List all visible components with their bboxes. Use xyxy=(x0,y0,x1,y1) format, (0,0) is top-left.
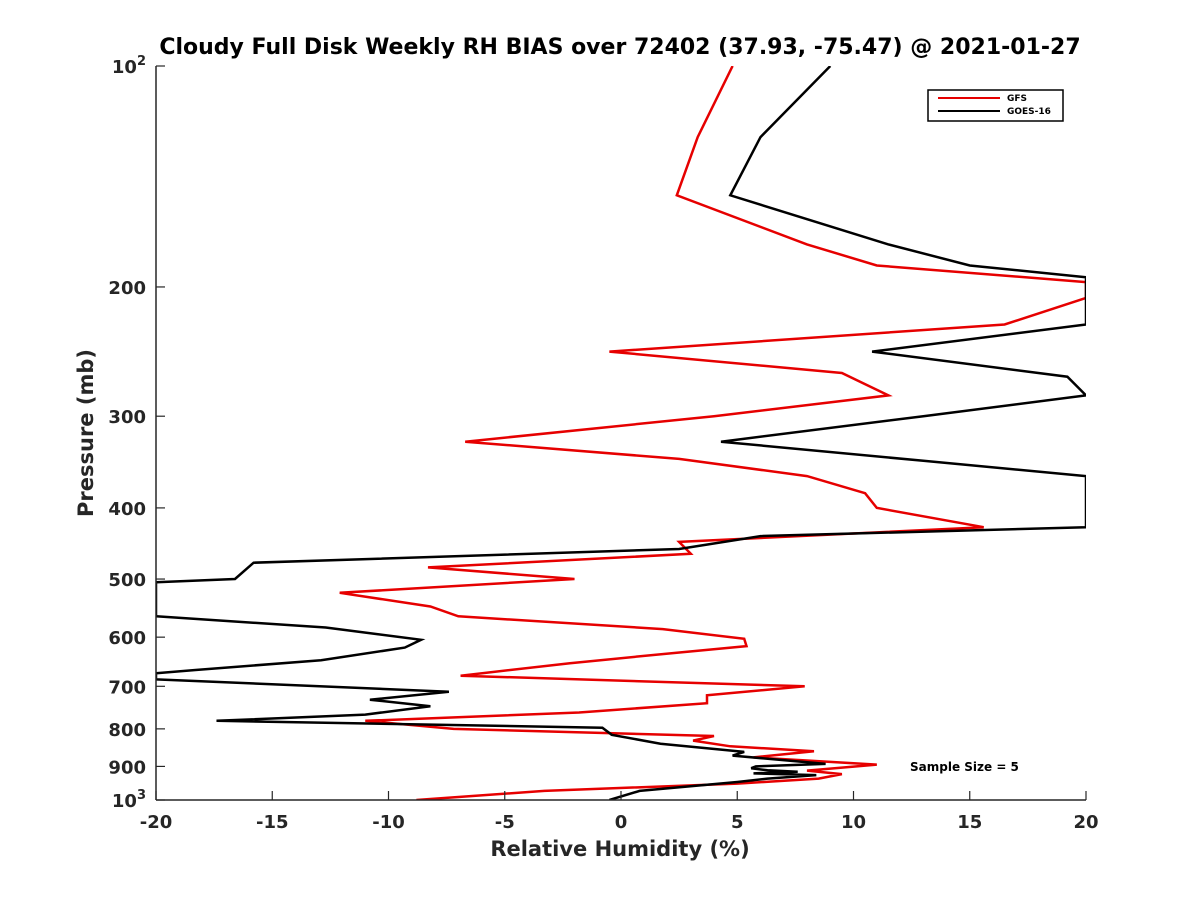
y-tick-label: 400 xyxy=(108,499,146,520)
series-line-gfs xyxy=(339,66,1086,800)
y-tick-label: 102 xyxy=(112,54,146,78)
series-layer xyxy=(156,66,1086,800)
axes-layer: -20 -15 -10 -5 0 5 10 15 20 102 200 300 400 500 600 700… xyxy=(108,54,1098,833)
legend-label-gfs: GFS xyxy=(1007,94,1027,104)
legend-box xyxy=(927,89,1064,122)
x-axis-label: Relative Humidity (%) xyxy=(490,837,749,861)
legend: GFS GOES-16 xyxy=(927,89,1064,122)
x-tick-label: -5 xyxy=(495,812,515,833)
x-tick-label: 5 xyxy=(731,812,744,833)
y-tick-label: 200 xyxy=(108,278,146,299)
y-tick-label: 300 xyxy=(108,407,146,428)
y-tick-label: 800 xyxy=(108,720,146,741)
y-tick-label: 103 xyxy=(112,788,146,812)
x-tick-label: 0 xyxy=(615,812,628,833)
x-tick-label: -15 xyxy=(256,812,289,833)
y-tick-label: 500 xyxy=(108,570,146,591)
x-tick-label: -10 xyxy=(372,812,405,833)
y-tick-label: 900 xyxy=(108,757,146,778)
chart-title: Cloudy Full Disk Weekly RH BIAS over 724… xyxy=(159,35,1080,60)
y-axis-label: Pressure (mb) xyxy=(74,349,98,517)
x-tick-label: 10 xyxy=(841,812,866,833)
series-line-goes16 xyxy=(156,66,1086,800)
legend-label-goes16: GOES-16 xyxy=(1007,107,1051,117)
y-tick-label: 600 xyxy=(108,628,146,649)
x-tick-label: -20 xyxy=(140,812,173,833)
sample-size-annotation: Sample Size = 5 xyxy=(910,760,1019,774)
plot-area xyxy=(156,66,1086,800)
x-tick-label: 15 xyxy=(957,812,982,833)
y-tick-label: 700 xyxy=(108,677,146,698)
x-tick-label: 20 xyxy=(1073,812,1098,833)
